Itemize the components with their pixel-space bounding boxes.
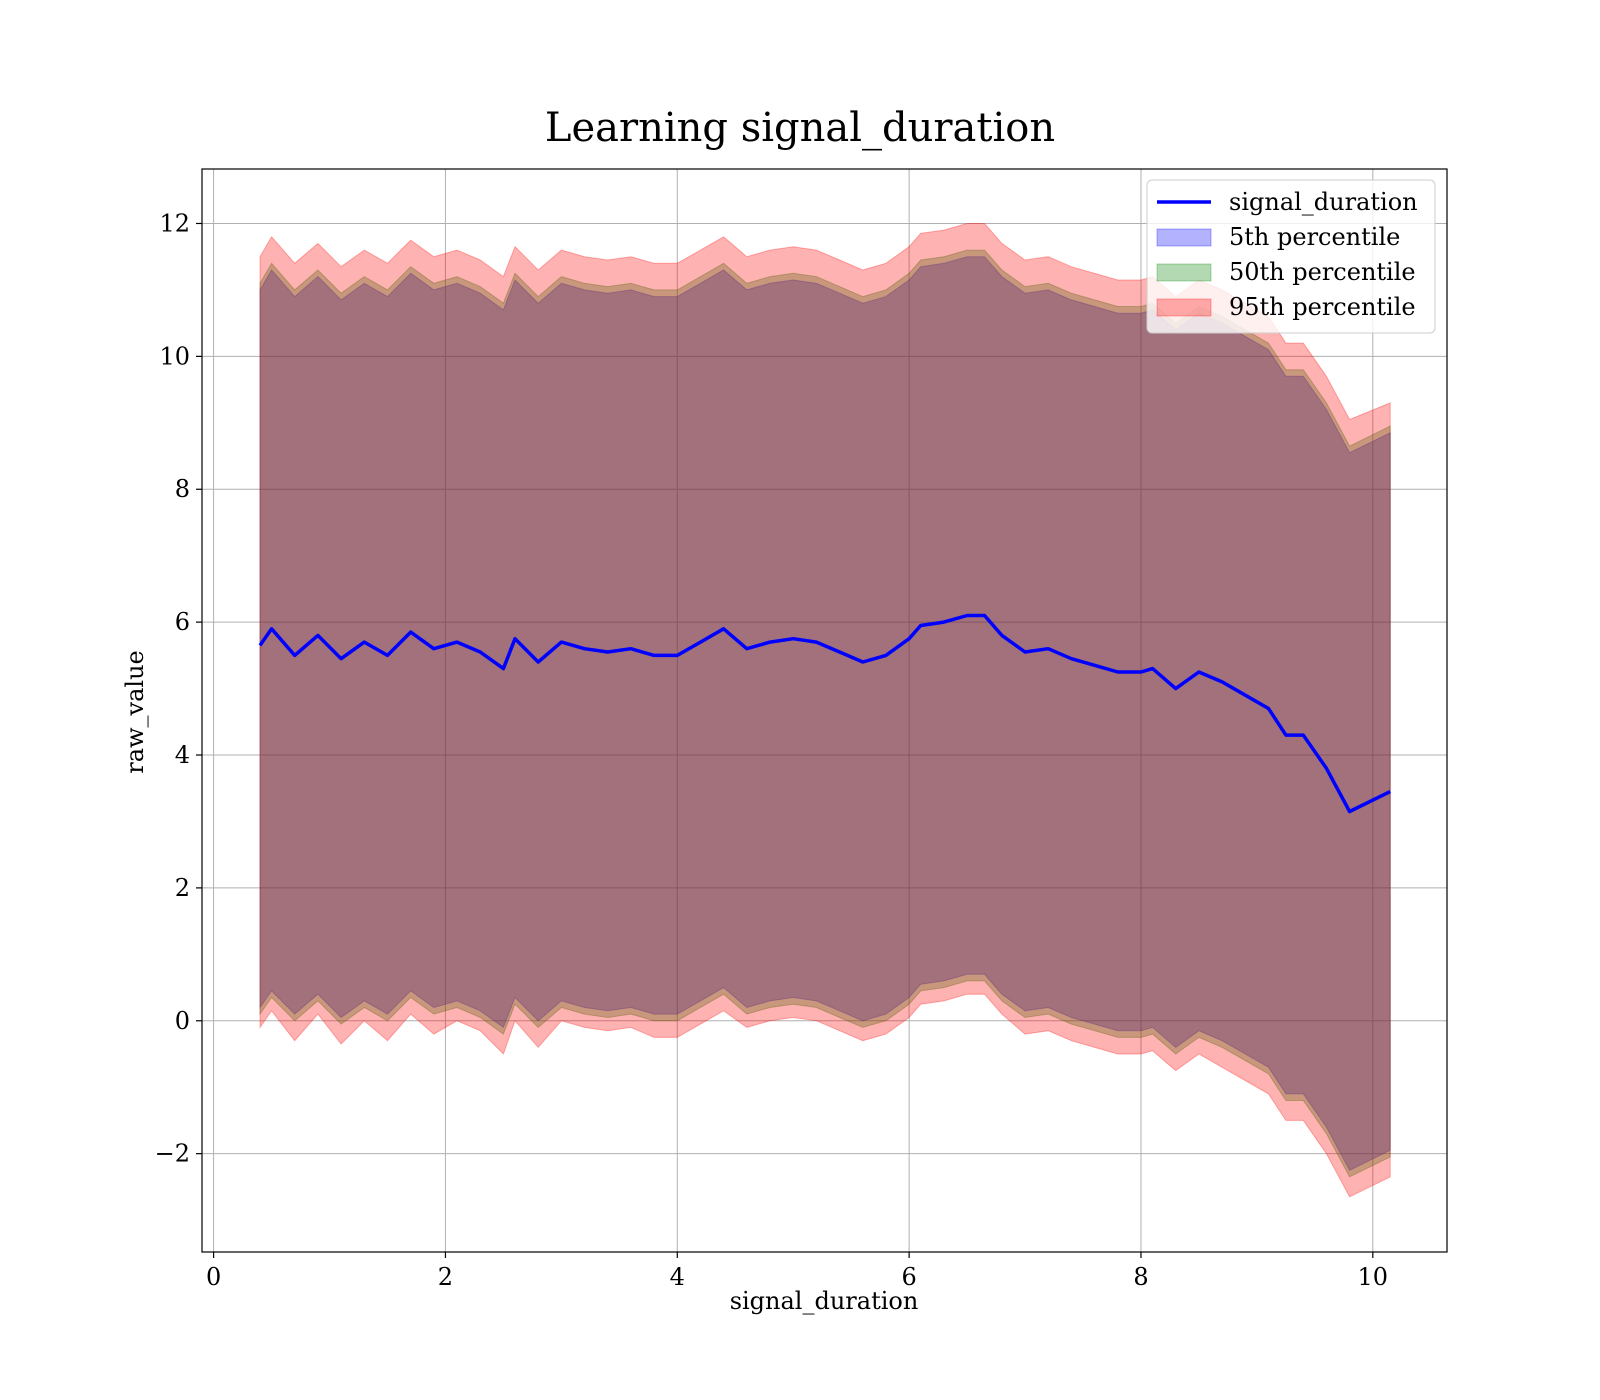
band-50th-percentile bbox=[259, 249, 1391, 1178]
y-axis-ticks: −2 0 2 4 6 8 10 12 bbox=[155, 209, 202, 1168]
x-tick-label: 6 bbox=[901, 1263, 916, 1291]
x-tick-label: 0 bbox=[206, 1263, 221, 1291]
y-tick-label: 2 bbox=[175, 874, 190, 902]
x-tick-label: 8 bbox=[1133, 1263, 1148, 1291]
x-axis-label: signal_duration bbox=[730, 1287, 919, 1315]
legend-label-50th-percentile: 50th percentile bbox=[1229, 258, 1416, 286]
plot-area bbox=[201, 168, 1448, 1253]
y-tick-label: 6 bbox=[175, 608, 190, 636]
x-tick-label: 10 bbox=[1358, 1263, 1389, 1291]
legend-swatch-50th-percentile bbox=[1156, 263, 1212, 282]
x-tick-label: 2 bbox=[438, 1263, 453, 1291]
series-lines bbox=[258, 613, 1391, 814]
chart-title: Learning signal_duration bbox=[545, 105, 1055, 151]
axes-frame bbox=[201, 168, 1448, 1253]
y-tick-label: 10 bbox=[159, 342, 190, 370]
legend-label-signal-duration: signal_duration bbox=[1229, 188, 1418, 216]
legend: signal_duration 5th percentile 50th percen… bbox=[1146, 179, 1436, 334]
y-axis-label: raw_value bbox=[121, 650, 149, 774]
legend-label-5th-percentile: 5th percentile bbox=[1229, 223, 1400, 251]
band-95th-percentile bbox=[259, 223, 1391, 1198]
band-5th-percentile bbox=[259, 256, 1391, 1171]
y-tick-label: 12 bbox=[159, 209, 190, 237]
y-tick-label: −2 bbox=[155, 1140, 190, 1168]
legend-swatch-95th-percentile bbox=[1156, 298, 1212, 317]
legend-label-95th-percentile: 95th percentile bbox=[1229, 293, 1416, 321]
legend-box bbox=[1146, 179, 1436, 334]
percentile-bands bbox=[259, 223, 1391, 1198]
x-tick-label: 4 bbox=[670, 1263, 685, 1291]
line-signal-duration bbox=[258, 613, 1391, 814]
legend-swatch-5th-percentile bbox=[1156, 228, 1212, 247]
x-axis-ticks: 0 2 4 6 8 10 bbox=[206, 1252, 1388, 1291]
y-tick-label: 4 bbox=[175, 741, 190, 769]
axes-background bbox=[202, 169, 1447, 1252]
gridlines bbox=[202, 169, 1447, 1252]
y-tick-label: 8 bbox=[175, 475, 190, 503]
y-tick-label: 0 bbox=[175, 1007, 190, 1035]
